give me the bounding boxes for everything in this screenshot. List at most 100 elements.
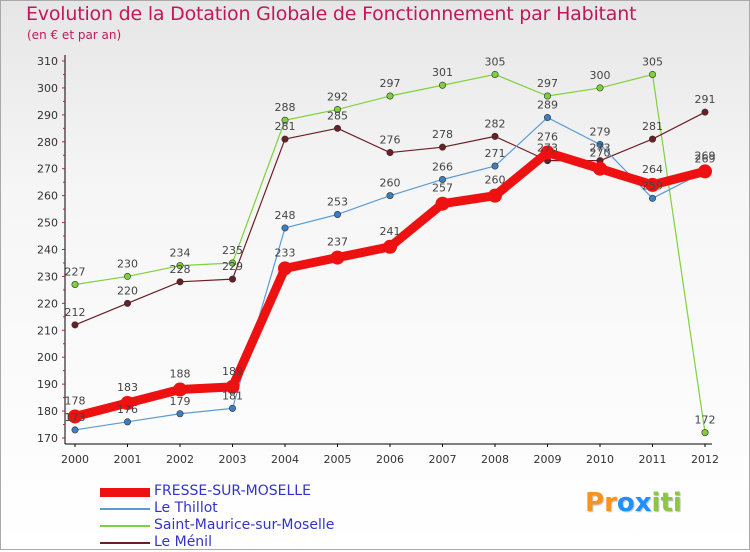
data-point <box>386 192 394 200</box>
logo-letter: P <box>585 488 605 518</box>
x-tick-label: 2007 <box>429 453 457 466</box>
data-label: 297 <box>537 77 558 90</box>
x-tick-label: 2000 <box>61 453 89 466</box>
data-point <box>543 92 551 100</box>
data-point <box>71 426 79 434</box>
data-label: 241 <box>380 225 401 238</box>
data-label: 281 <box>275 120 296 133</box>
data-label: 253 <box>327 195 348 208</box>
x-tick-label: 2003 <box>219 453 247 466</box>
data-point <box>281 135 289 143</box>
data-point <box>491 70 499 78</box>
data-label: 269 <box>695 152 716 165</box>
data-label: 288 <box>275 101 296 114</box>
y-tick-label: 290 <box>37 109 58 122</box>
data-label: 188 <box>170 368 191 381</box>
legend-item: FRESSE-SUR-MOSELLE <box>100 483 400 501</box>
y-tick-label: 180 <box>37 405 58 418</box>
data-point <box>491 132 499 140</box>
data-label: 278 <box>432 128 453 141</box>
data-point <box>386 92 394 100</box>
data-point <box>229 275 237 283</box>
data-label: 281 <box>642 120 663 133</box>
data-label: 259 <box>642 179 663 192</box>
data-point <box>281 224 289 232</box>
data-label: 183 <box>117 381 138 394</box>
legend-swatch <box>100 542 150 544</box>
data-label: 305 <box>642 55 663 68</box>
y-tick-label: 220 <box>37 297 58 310</box>
data-label: 285 <box>327 109 348 122</box>
x-tick-label: 2004 <box>271 453 299 466</box>
data-label: 235 <box>222 244 243 257</box>
legend-item: Le Thillot <box>100 500 400 518</box>
y-tick-label: 170 <box>37 432 58 445</box>
logo-letter: t <box>660 488 673 518</box>
data-point <box>435 196 450 211</box>
data-label: 269 <box>695 149 716 162</box>
data-point <box>176 410 184 418</box>
data-label: 257 <box>432 182 453 195</box>
data-label: 292 <box>327 90 348 103</box>
data-label: 234 <box>170 247 191 260</box>
data-point <box>71 321 79 329</box>
data-label: 273 <box>590 142 611 155</box>
data-label: 291 <box>695 93 716 106</box>
data-point <box>281 116 289 124</box>
logo-letter: r <box>604 488 617 518</box>
data-label: 178 <box>65 394 86 407</box>
data-point <box>176 278 184 286</box>
data-label: 282 <box>485 117 506 130</box>
chart-subtitle: (en € et par an) <box>27 28 122 42</box>
legend: FRESSE-SUR-MOSELLE Le Thillot Saint-Mauric… <box>100 483 400 552</box>
data-point <box>648 70 656 78</box>
data-label: 176 <box>117 403 138 416</box>
data-label: 264 <box>642 163 663 176</box>
data-point <box>176 262 184 270</box>
data-label: 227 <box>65 266 86 279</box>
data-point <box>438 175 446 183</box>
x-tick-label: 2012 <box>691 453 719 466</box>
x-tick-label: 2006 <box>376 453 404 466</box>
data-label: 229 <box>222 260 243 273</box>
data-point <box>71 281 79 289</box>
data-point <box>648 135 656 143</box>
data-point <box>438 143 446 151</box>
data-point <box>225 379 240 394</box>
data-point <box>438 81 446 89</box>
data-point <box>333 105 341 113</box>
legend-label: Le Thillot <box>154 500 218 516</box>
y-tick-label: 260 <box>37 190 58 203</box>
data-label: 220 <box>117 284 138 297</box>
data-label: 289 <box>537 99 558 112</box>
data-label: 233 <box>275 246 296 259</box>
data-label: 228 <box>170 263 191 276</box>
y-tick-label: 250 <box>37 217 58 230</box>
data-point <box>488 188 502 203</box>
data-label: 260 <box>485 174 506 187</box>
data-point <box>645 177 660 192</box>
data-point <box>596 84 604 92</box>
data-point <box>173 382 187 397</box>
logo-letter: i <box>651 488 661 518</box>
data-point <box>229 259 237 267</box>
data-label: 212 <box>65 306 86 319</box>
data-label: 273 <box>537 142 558 155</box>
data-label: 270 <box>590 147 611 160</box>
data-point <box>383 239 397 254</box>
data-label: 260 <box>380 177 401 190</box>
legend-label: FRESSE-SUR-MOSELLE <box>154 483 311 499</box>
x-tick-label: 2002 <box>166 453 194 466</box>
y-tick-label: 240 <box>37 244 58 257</box>
data-label: 237 <box>327 236 348 249</box>
data-label: 266 <box>432 160 453 173</box>
legend-swatch <box>100 525 150 527</box>
x-tick-label: 2005 <box>324 453 352 466</box>
data-label: 248 <box>275 209 296 222</box>
data-point <box>701 108 709 116</box>
data-point <box>278 261 292 276</box>
data-point <box>333 124 341 132</box>
y-tick-label: 200 <box>37 351 58 364</box>
data-point <box>330 250 345 265</box>
